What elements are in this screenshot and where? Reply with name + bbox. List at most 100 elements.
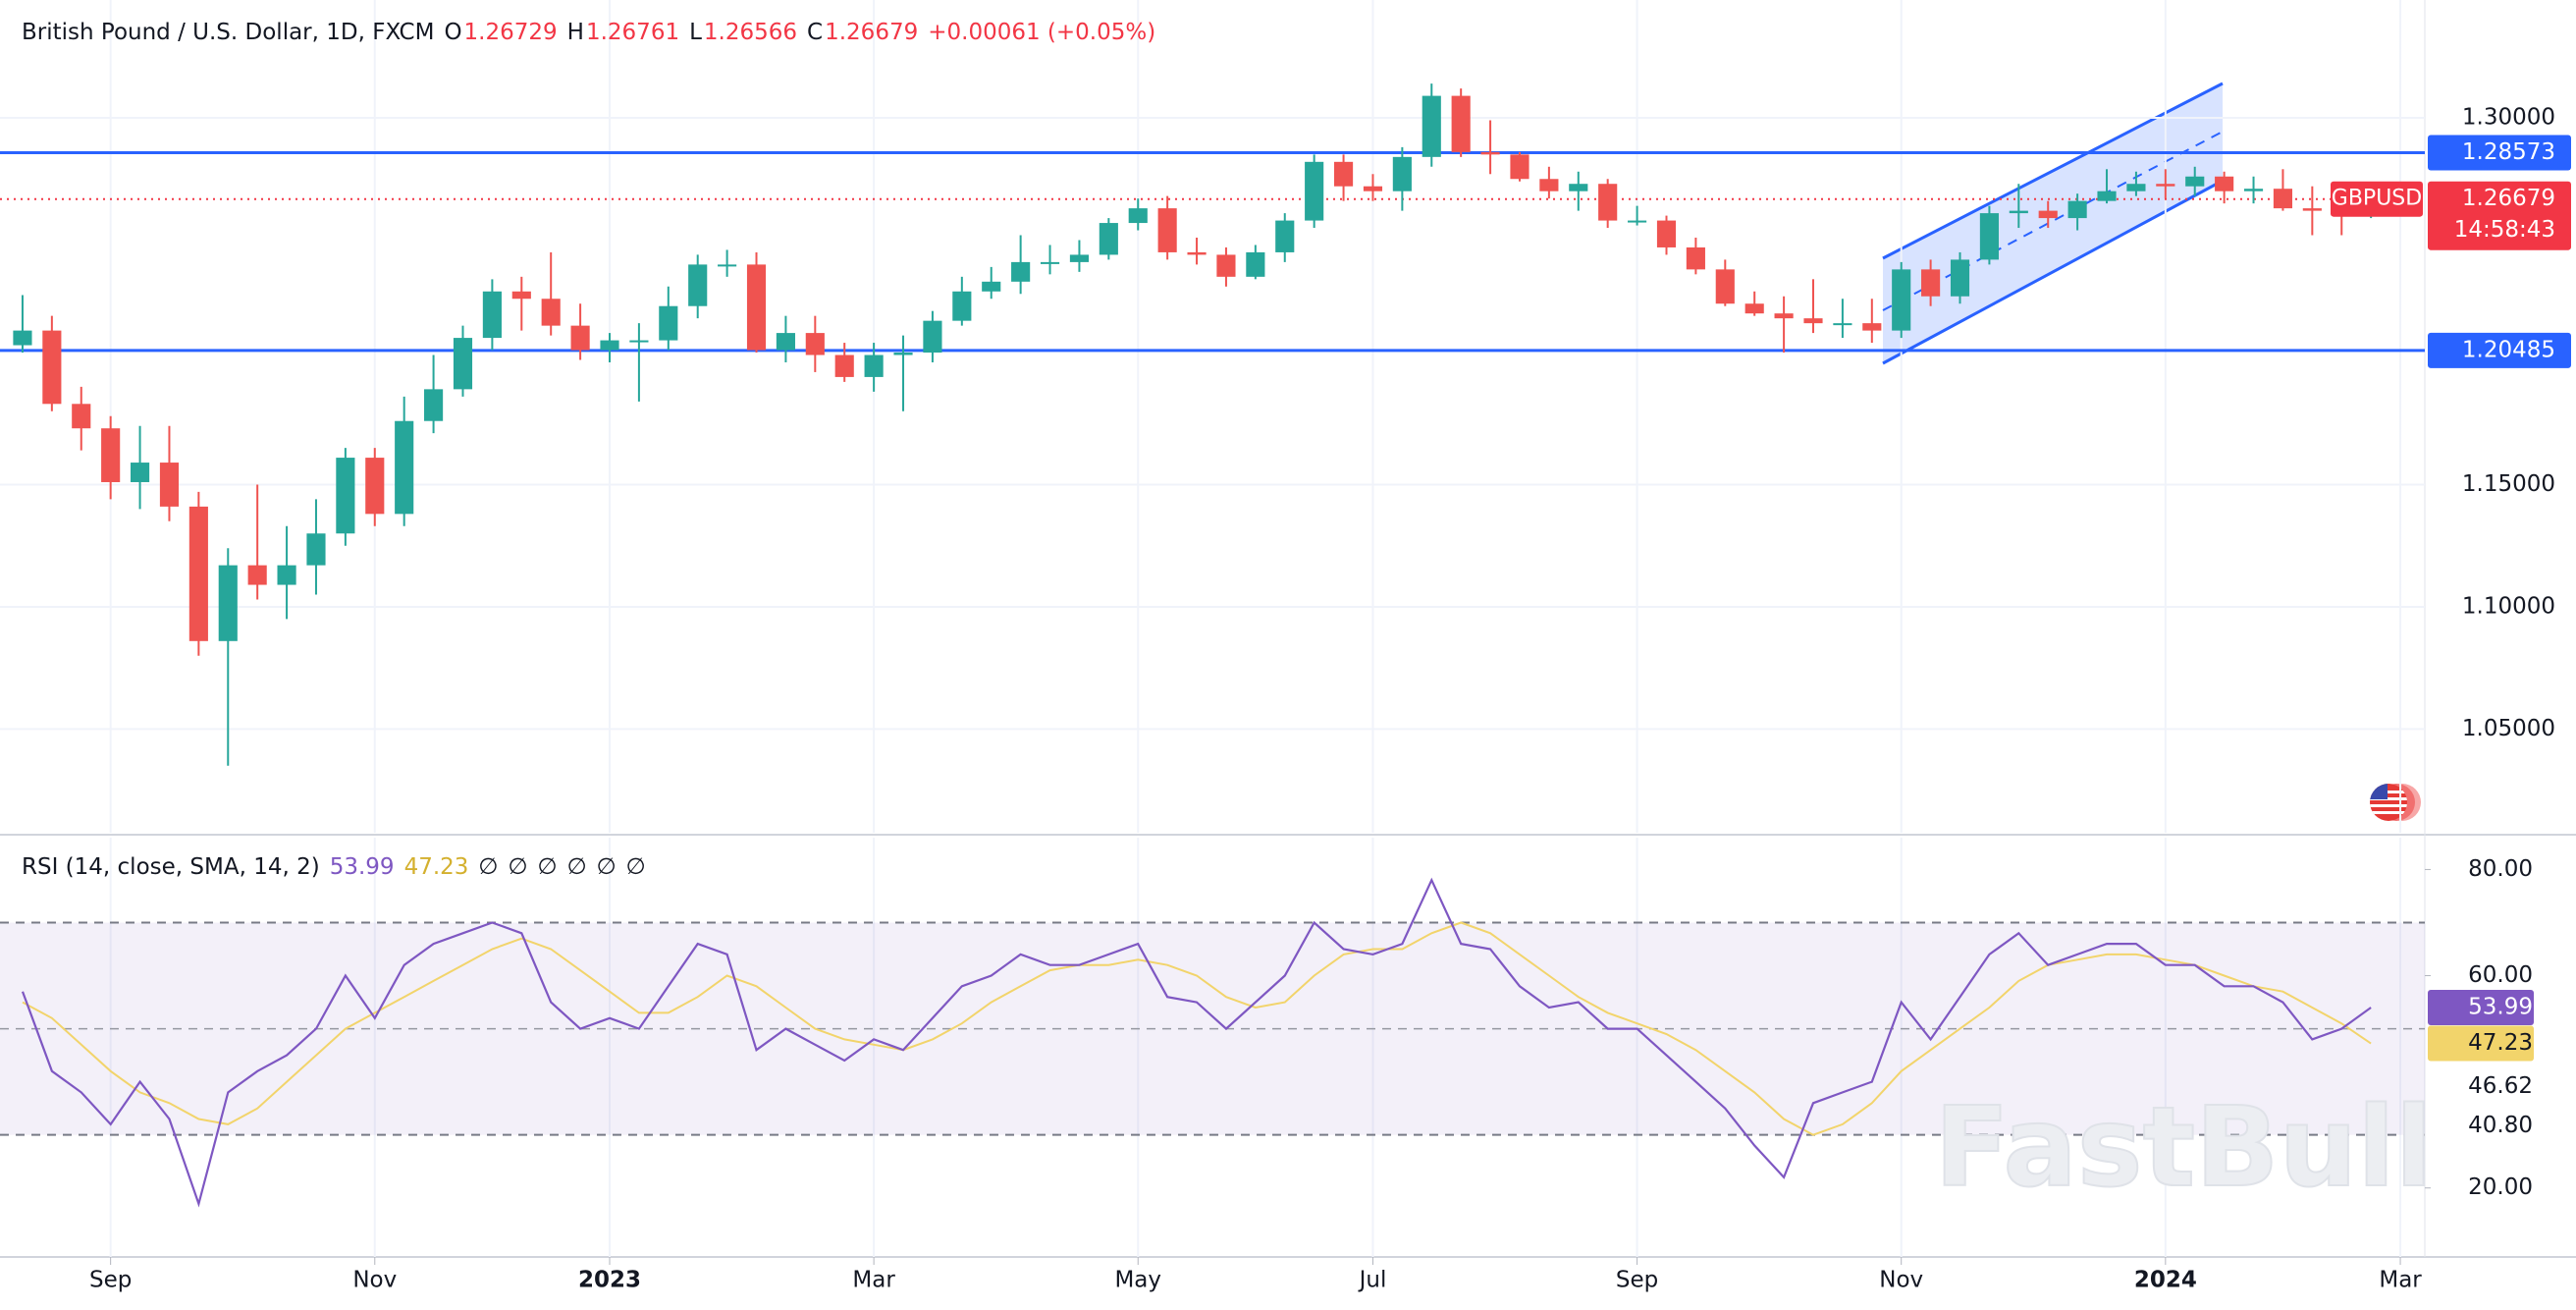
rsi-value-label: 53.99	[2468, 995, 2533, 1020]
symbol-header: British Pound / U.S. Dollar, 1D, FXCM O1.…	[22, 20, 1165, 45]
change-value: +0.00061 (+0.05%)	[928, 20, 1156, 45]
candle-body	[1157, 208, 1177, 252]
candle-body	[776, 333, 795, 351]
candle-body	[864, 355, 884, 377]
candle-body	[188, 506, 208, 641]
candle-body	[1510, 154, 1530, 180]
countdown-label: 14:58:43	[2454, 217, 2555, 243]
candle-body	[570, 325, 590, 351]
rsi-placeholder: ∅	[537, 854, 558, 880]
candle-body	[1539, 179, 1559, 191]
candle-body	[365, 458, 385, 515]
candle-body	[718, 264, 737, 267]
flag-icon[interactable]	[2370, 784, 2421, 821]
x-tick-label: Nov	[1879, 1268, 1923, 1293]
candle-body	[1187, 251, 1207, 255]
candle-body	[1715, 269, 1735, 304]
x-tick-label: May	[1114, 1268, 1161, 1293]
candle-body	[1480, 151, 1500, 155]
candle-body	[1950, 259, 1970, 297]
candle-body	[1422, 95, 1441, 157]
candle-body	[1275, 220, 1295, 252]
candle-body	[2156, 184, 2175, 187]
candle-body	[893, 353, 913, 355]
candle-body	[2273, 189, 2293, 209]
price-label: 1.20485	[2462, 337, 2555, 362]
candle-body	[1099, 223, 1118, 255]
candle-body	[1774, 313, 1794, 319]
candle-body	[2038, 210, 2058, 219]
rsi-placeholder: ∅	[625, 854, 646, 880]
rsi-title: RSI (14, close, SMA, 14, 2)	[22, 854, 320, 880]
rsi-placeholder: ∅	[478, 854, 499, 880]
ohlc-value: 1.26729	[463, 20, 558, 45]
rsi-extra-label: 40.80	[2468, 1113, 2533, 1138]
candle-body	[1069, 254, 1090, 262]
rsi-value-box	[2428, 990, 2534, 1026]
candle-body	[1128, 208, 1148, 224]
candle-body	[130, 463, 150, 482]
price-label: 1.28573	[2462, 139, 2555, 165]
candle-body	[42, 330, 62, 405]
candle-body	[1921, 269, 1941, 297]
candle-body	[1569, 184, 1588, 191]
candle-body	[746, 264, 767, 351]
candle-body	[1392, 156, 1412, 191]
candle-body	[1598, 184, 1618, 221]
rsi-line	[21, 877, 2372, 1208]
rsi-extra-label: 46.62	[2468, 1073, 2533, 1099]
candle-body	[101, 428, 121, 482]
last-price-box	[2428, 181, 2571, 250]
symbol-title: British Pound / U.S. Dollar, 1D, FXCM	[22, 20, 435, 45]
rsi-sma-line	[22, 921, 2372, 1136]
candle-body	[923, 320, 942, 354]
candle-body	[511, 291, 531, 300]
watermark: FastBull	[1934, 1084, 2433, 1212]
x-tick-label: Mar	[852, 1268, 895, 1293]
ohlc-value: 1.26566	[703, 20, 798, 45]
candle-body	[805, 333, 825, 355]
x-tick-label: 2024	[2134, 1268, 2197, 1293]
rsi-placeholder: ∅	[596, 854, 617, 880]
y-tick-label: 1.05000	[2462, 716, 2555, 741]
rsi-placeholder: ∅	[566, 854, 587, 880]
candle-body	[72, 404, 91, 429]
ohlc-value: 1.26761	[585, 20, 680, 45]
candle-body	[982, 281, 1001, 292]
candle-body	[2185, 176, 2205, 187]
candle-body	[1216, 254, 1236, 277]
candle-body	[1803, 318, 1823, 324]
rsi-header: RSI (14, close, SMA, 14, 2) 53.99 47.23 ∅ ∅ ∅…	[22, 854, 656, 880]
candle-body	[1628, 220, 1647, 223]
rsi-placeholder: ∅	[508, 854, 528, 880]
candle-body	[13, 330, 32, 346]
ohlc-key: H	[566, 20, 584, 45]
ohlc-key: C	[807, 20, 824, 45]
rsi-value-label: 47.23	[2468, 1030, 2533, 1056]
symbol-label-box	[2331, 181, 2423, 217]
ohlc-key: L	[689, 20, 702, 45]
candle-body	[395, 420, 414, 515]
candle-body	[2097, 191, 2117, 201]
candle-body	[688, 264, 708, 306]
candle-body	[1862, 323, 1882, 331]
x-tick-label: Jul	[1358, 1268, 1387, 1293]
candle-body	[1363, 186, 1383, 191]
price-label-box	[2428, 135, 2571, 171]
candle-body	[2215, 176, 2234, 191]
ohlc-value: 1.26679	[825, 20, 919, 45]
candle-body	[1686, 246, 1705, 270]
candle-body	[600, 340, 619, 351]
candle-body	[1246, 251, 1265, 277]
candle-body	[659, 305, 678, 341]
candle-body	[1656, 220, 1677, 247]
rsi-header-value: 47.23	[403, 854, 469, 880]
last-price-label: 1.26679	[2462, 186, 2555, 211]
rsi-value-box	[2428, 1025, 2534, 1062]
candle-body	[482, 291, 502, 339]
candle-body	[1833, 323, 1852, 326]
candle-body	[629, 340, 649, 343]
